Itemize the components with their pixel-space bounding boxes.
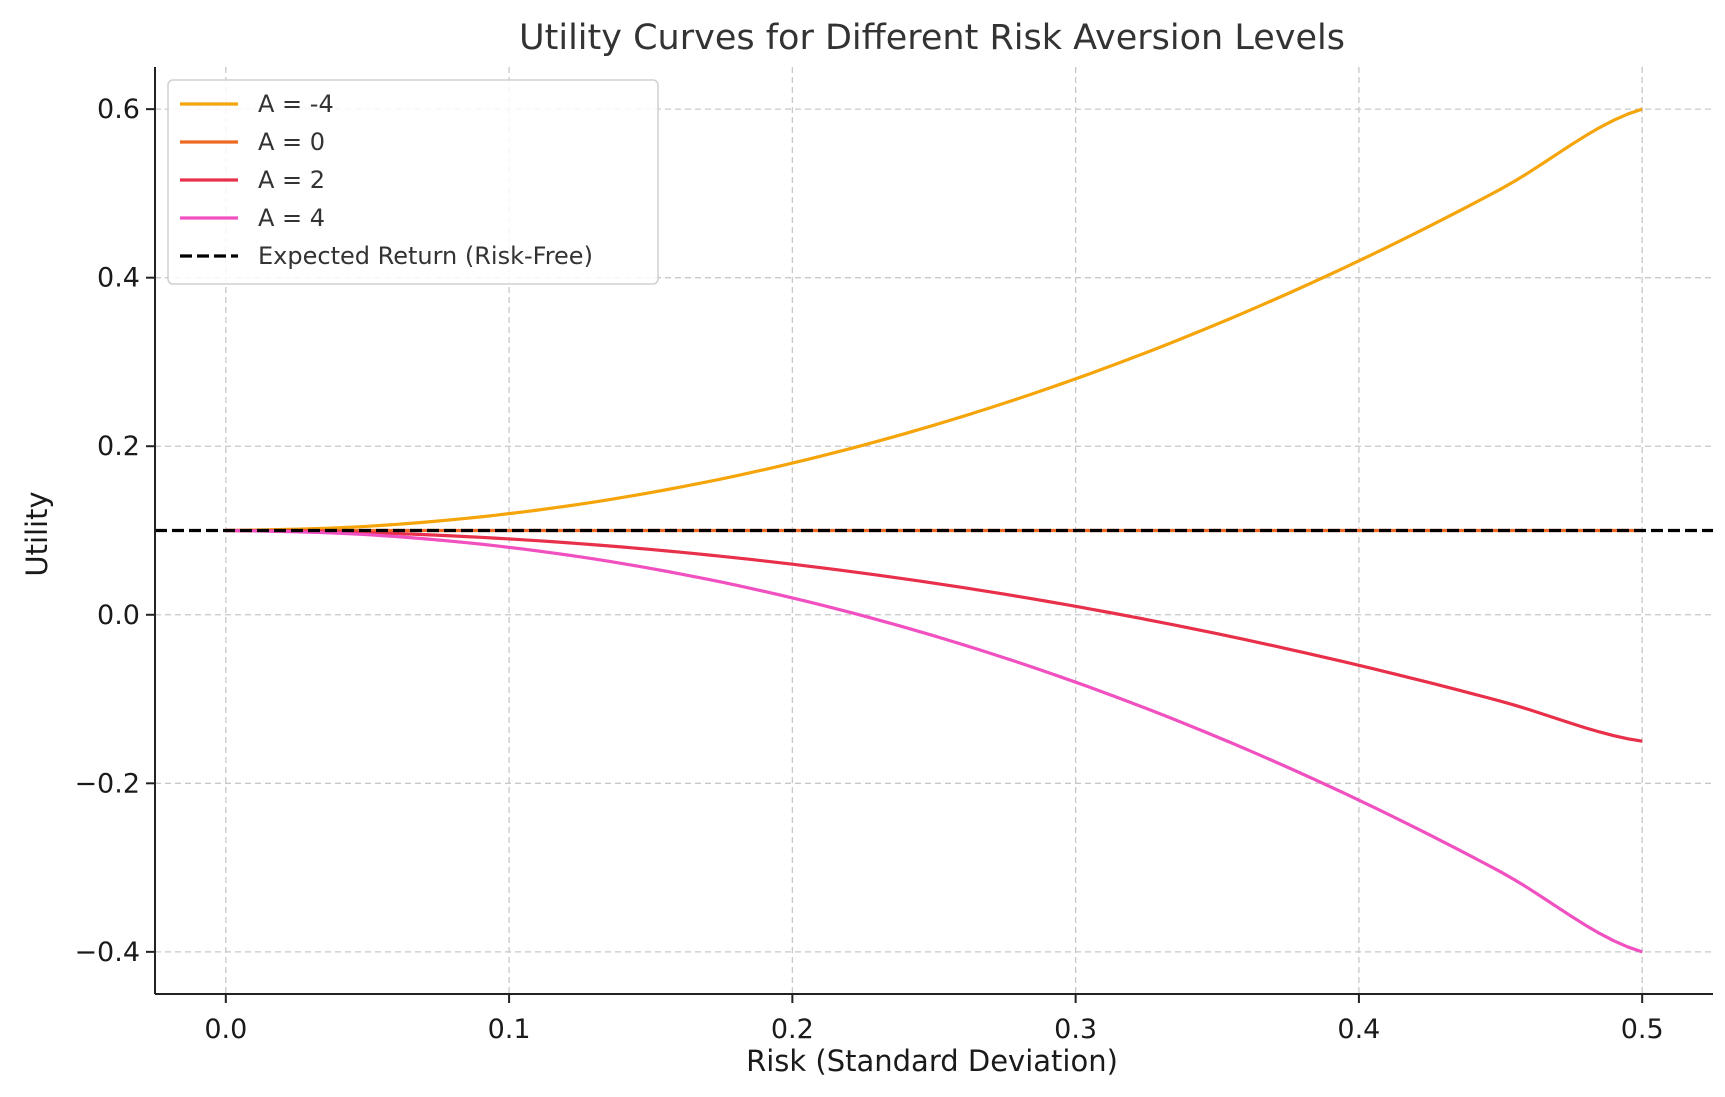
x-tick-label: 0.5	[1621, 1014, 1664, 1045]
legend-a-0-label: A = 0	[258, 128, 325, 156]
legend-box	[167, 79, 659, 285]
y-tick-label: 0.0	[97, 600, 140, 631]
y-tick-label: −0.2	[74, 768, 140, 799]
y-tick-label: 0.2	[97, 431, 140, 462]
x-tick-label: 0.0	[204, 1014, 247, 1045]
y-tick-label: −0.4	[74, 937, 140, 968]
y-tick-label: 0.4	[97, 263, 140, 294]
x-tick-label: 0.4	[1337, 1014, 1380, 1045]
legend-a-4-label: A = 4	[258, 204, 325, 232]
x-tick-label: 0.2	[771, 1014, 814, 1045]
x-tick-label: 0.1	[488, 1014, 531, 1045]
axes: 0.0 0.1 0.2 0.3 0.4 0.5 −0.4 −0.2 0.0 0.2 0.4 0.6	[74, 67, 1713, 1045]
series-lines	[155, 107, 1713, 954]
legend-expected-return-risk-free-label: Expected Return (Risk-Free)	[258, 242, 593, 270]
chart-title: Utility Curves for Different Risk Aversi…	[519, 18, 1345, 58]
legend-a-4-label: A = -4	[258, 90, 334, 118]
y-axis-label: Utility	[20, 491, 54, 576]
legend: A = -4 A = 0 A = 2 A = 4 Expected Return (Ri…	[167, 79, 659, 285]
legend-a-2-label: A = 2	[258, 166, 325, 194]
y-tick-label: 0.6	[97, 94, 140, 125]
x-axis-label: Risk (Standard Deviation)	[746, 1044, 1118, 1078]
x-tick-label: 0.3	[1054, 1014, 1097, 1045]
